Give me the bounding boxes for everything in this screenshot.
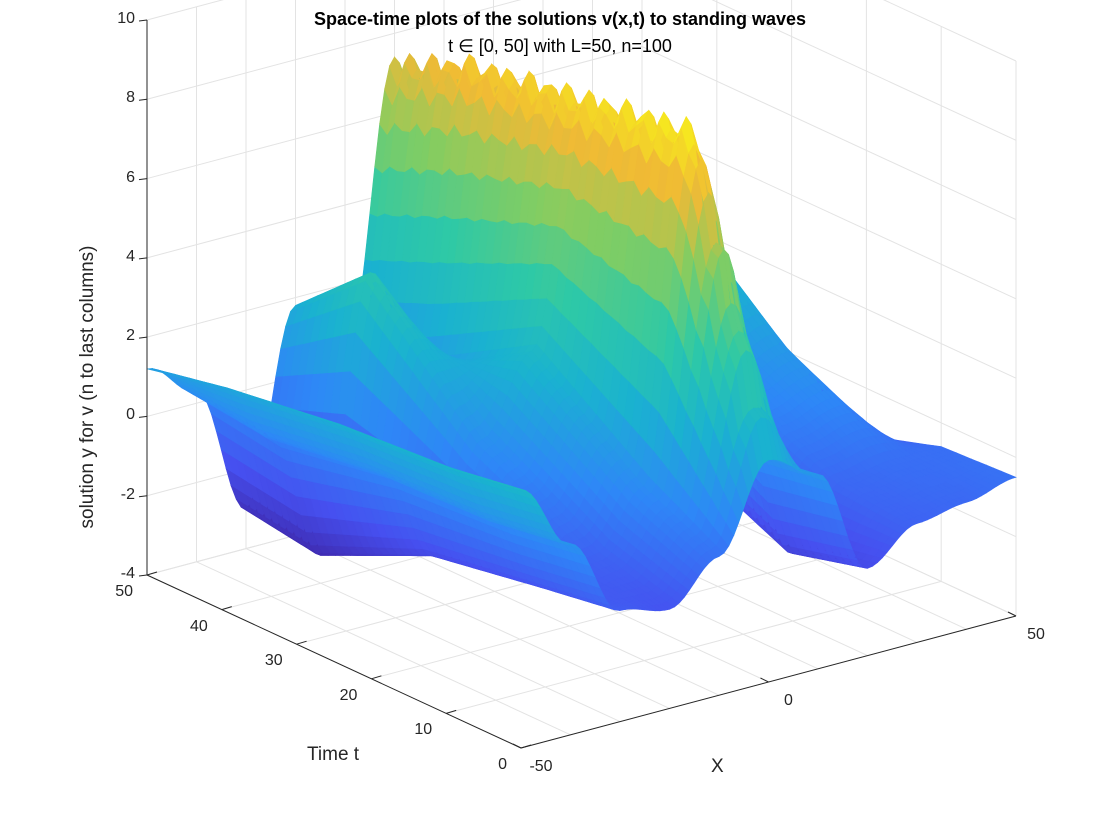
z-grid-line xyxy=(711,0,1017,141)
t-grid-line xyxy=(446,580,942,714)
surface xyxy=(146,52,1017,612)
x-grid-line xyxy=(245,548,621,723)
z-grid-line xyxy=(641,46,1017,221)
z-grid-line xyxy=(882,0,1017,62)
x-grid-line xyxy=(295,534,670,709)
t-grid-line xyxy=(371,546,867,680)
z-grid-line xyxy=(641,125,1017,300)
x-grid-line xyxy=(196,561,571,736)
